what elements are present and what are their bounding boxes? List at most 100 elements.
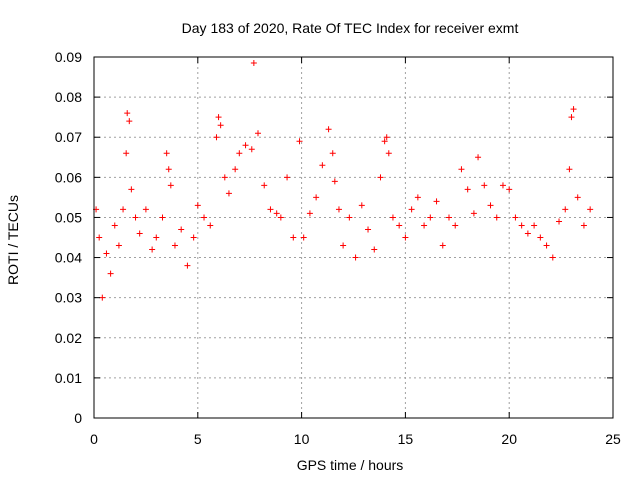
- data-point: [261, 182, 268, 189]
- data-point: [306, 210, 313, 217]
- chart-title: Day 183 of 2020, Rate Of TEC Index for r…: [182, 20, 519, 36]
- y-tick-label: 0: [74, 410, 82, 426]
- data-point: [470, 210, 477, 217]
- data-point: [136, 230, 143, 237]
- data-point: [225, 190, 232, 197]
- data-point: [99, 294, 106, 301]
- data-point: [402, 234, 409, 241]
- data-point: [493, 214, 500, 221]
- data-point: [568, 114, 575, 121]
- data-point: [433, 198, 440, 205]
- data-point: [296, 138, 303, 145]
- data-point: [580, 222, 587, 229]
- x-tick-label: 5: [194, 431, 202, 447]
- y-tick-label: 0.02: [55, 330, 82, 346]
- data-point: [371, 246, 378, 253]
- data-point: [236, 150, 243, 157]
- y-tick-label: 0.05: [55, 209, 82, 225]
- data-point: [452, 222, 459, 229]
- data-point: [487, 202, 494, 209]
- data-point: [284, 174, 291, 181]
- data-point: [115, 242, 122, 249]
- data-point: [248, 146, 255, 153]
- data-point: [190, 234, 197, 241]
- data-point: [194, 202, 201, 209]
- data-point: [290, 234, 297, 241]
- data-point: [325, 126, 332, 133]
- y-tick-label: 0.09: [55, 49, 82, 65]
- data-point: [149, 246, 156, 253]
- data-point: [163, 150, 170, 157]
- data-point: [352, 254, 359, 261]
- x-axis: 0 5 10 15 20 25: [90, 57, 621, 447]
- data-point: [335, 206, 342, 213]
- data-point: [346, 214, 353, 221]
- data-point: [213, 134, 220, 141]
- y-tick-label: 0.01: [55, 370, 82, 386]
- data-point: [159, 214, 166, 221]
- data-point: [142, 206, 149, 213]
- data-point: [381, 138, 388, 145]
- data-point: [458, 166, 465, 173]
- data-point: [124, 110, 131, 117]
- data-point: [126, 118, 133, 125]
- x-axis-label: GPS time / hours: [297, 457, 404, 473]
- x-tick-label: 20: [501, 431, 517, 447]
- data-point: [103, 250, 110, 257]
- data-point: [232, 166, 239, 173]
- data-point: [111, 222, 118, 229]
- data-point: [128, 186, 135, 193]
- data-point: [207, 222, 214, 229]
- y-tick-label: 0.03: [55, 290, 82, 306]
- data-point: [421, 222, 428, 229]
- data-point: [408, 206, 415, 213]
- data-point: [221, 174, 228, 181]
- data-point: [340, 242, 347, 249]
- data-point: [518, 222, 525, 229]
- data-point: [499, 182, 506, 189]
- y-axis: 0 0.01 0.02 0.03 0.04 0.05 0.06 0.07 0.08 0.09: [55, 49, 613, 426]
- data-point: [365, 226, 372, 233]
- data-point: [178, 226, 185, 233]
- data-point: [132, 214, 139, 221]
- data-point: [377, 174, 384, 181]
- data-point: [273, 210, 280, 217]
- data-point: [481, 182, 488, 189]
- data-point: [549, 254, 556, 261]
- data-point: [107, 270, 114, 277]
- data-point: [537, 234, 544, 241]
- x-tick-label: 15: [398, 431, 414, 447]
- data-point: [184, 262, 191, 269]
- data-point: [439, 242, 446, 249]
- data-point: [385, 150, 392, 157]
- data-point: [566, 166, 573, 173]
- data-point: [587, 206, 594, 213]
- x-tick-label: 10: [294, 431, 310, 447]
- x-tick-label: 25: [605, 431, 621, 447]
- data-point: [267, 206, 274, 213]
- data-point: [543, 242, 550, 249]
- data-point: [574, 194, 581, 201]
- data-point: [153, 234, 160, 241]
- data-point: [123, 150, 130, 157]
- y-tick-label: 0.07: [55, 129, 82, 145]
- data-point: [531, 222, 538, 229]
- data-point: [562, 206, 569, 213]
- data-point: [512, 214, 519, 221]
- data-point: [475, 154, 482, 161]
- data-point: [215, 114, 222, 121]
- data-point: [300, 234, 307, 241]
- data-point: [556, 218, 563, 225]
- data-point: [217, 122, 224, 129]
- data-point: [201, 214, 208, 221]
- x-tick-label: 0: [90, 431, 98, 447]
- data-point: [255, 130, 262, 137]
- data-point: [383, 134, 390, 141]
- data-point: [445, 214, 452, 221]
- data-point: [506, 186, 513, 193]
- data-point: [464, 186, 471, 193]
- y-axis-label: ROTI / TECUs: [5, 195, 21, 285]
- data-point: [250, 60, 257, 67]
- data-point: [358, 202, 365, 209]
